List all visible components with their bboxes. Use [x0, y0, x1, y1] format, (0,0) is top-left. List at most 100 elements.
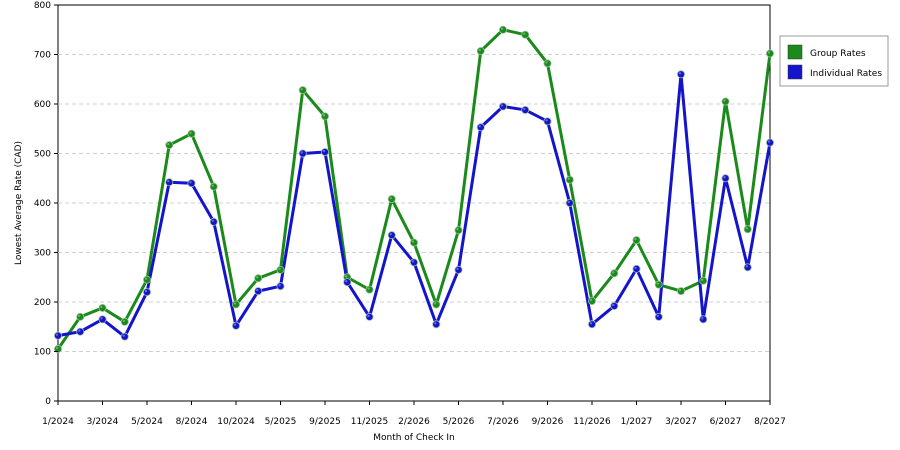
- x-tick-label: 3/2024: [87, 417, 119, 427]
- data-point-highlight: [100, 305, 103, 309]
- data-point-individual-rates: [298, 149, 307, 158]
- x-tick-label: 6/2027: [710, 417, 742, 427]
- data-point-highlight: [78, 329, 81, 332]
- data-point-group-rates: [409, 238, 418, 247]
- data-point-group-rates: [298, 86, 307, 95]
- legend-swatch-individual-rates: [787, 64, 803, 80]
- series-layer: [54, 25, 775, 354]
- data-point-individual-rates: [610, 301, 619, 310]
- data-point-individual-rates: [76, 327, 85, 336]
- data-point-group-rates: [98, 303, 107, 312]
- data-point-individual-rates: [743, 263, 752, 272]
- data-point-individual-rates: [654, 312, 663, 321]
- data-point-highlight: [478, 48, 481, 52]
- data-point-highlight: [300, 87, 303, 91]
- data-point-individual-rates: [54, 331, 63, 340]
- data-point-highlight: [545, 119, 548, 122]
- data-point-group-rates: [654, 280, 663, 289]
- data-point-highlight: [656, 282, 659, 285]
- data-point-individual-rates: [276, 282, 285, 291]
- y-tick-label: 100: [34, 348, 51, 358]
- data-point-group-rates: [209, 182, 218, 191]
- data-point-group-rates: [454, 226, 463, 235]
- data-point-individual-rates: [98, 315, 107, 324]
- data-point-highlight: [55, 346, 59, 350]
- data-point-individual-rates: [187, 179, 196, 188]
- x-tick-label: 2/2026: [398, 417, 430, 427]
- data-point-highlight: [233, 323, 237, 326]
- data-point-highlight: [678, 72, 682, 75]
- data-point-highlight: [456, 228, 459, 231]
- data-point-highlight: [100, 317, 103, 320]
- data-point-individual-rates: [543, 117, 552, 126]
- data-point-highlight: [144, 277, 148, 280]
- data-point-group-rates: [254, 274, 263, 283]
- data-point-individual-rates: [565, 198, 574, 207]
- data-point-individual-rates: [721, 174, 730, 183]
- data-point-highlight: [500, 104, 504, 107]
- y-axis-title: Lowest Average Rate (CAD): [14, 141, 24, 265]
- data-point-group-rates: [365, 285, 374, 294]
- data-point-highlight: [345, 275, 348, 278]
- legend-swatch-group-rates: [787, 44, 803, 60]
- data-point-group-rates: [677, 287, 686, 296]
- data-point-highlight: [278, 267, 281, 271]
- data-point-highlight: [211, 219, 214, 223]
- data-point-highlight: [144, 289, 148, 293]
- data-point-group-rates: [565, 175, 574, 184]
- data-point-highlight: [122, 319, 125, 322]
- y-tick-label: 600: [34, 100, 51, 110]
- data-point-individual-rates: [120, 332, 129, 341]
- data-point-group-rates: [165, 141, 174, 150]
- x-tick-label: 9/2026: [532, 417, 564, 427]
- data-point-individual-rates: [588, 320, 597, 329]
- x-tick-label: 11/2025: [351, 417, 388, 427]
- data-point-group-rates: [432, 300, 441, 309]
- y-tick-label: 0: [45, 397, 51, 407]
- data-point-individual-rates: [142, 288, 151, 297]
- data-point-highlight: [634, 266, 637, 270]
- data-point-highlight: [322, 149, 326, 153]
- data-point-highlight: [678, 288, 682, 292]
- data-point-individual-rates: [365, 312, 374, 321]
- data-point-highlight: [389, 232, 392, 236]
- data-point-group-rates: [142, 275, 151, 284]
- data-point-group-rates: [187, 129, 196, 138]
- data-point-highlight: [189, 131, 192, 134]
- y-tick-label: 800: [34, 1, 51, 11]
- data-point-individual-rates: [320, 148, 329, 157]
- data-point-group-rates: [76, 312, 85, 321]
- data-point-individual-rates: [521, 105, 530, 114]
- data-point-highlight: [656, 314, 659, 318]
- data-point-individual-rates: [454, 265, 463, 274]
- y-tick-label: 400: [34, 199, 51, 209]
- data-point-group-rates: [387, 195, 396, 204]
- data-point-highlight: [701, 278, 704, 281]
- data-point-highlight: [745, 265, 748, 268]
- data-point-individual-rates: [165, 178, 174, 187]
- data-point-highlight: [478, 125, 481, 128]
- data-point-group-rates: [276, 265, 285, 274]
- data-point-group-rates: [231, 300, 240, 309]
- x-tick-label: 3/2027: [665, 417, 697, 427]
- y-tick-label: 700: [34, 51, 51, 61]
- data-point-highlight: [78, 314, 81, 318]
- data-point-individual-rates: [632, 264, 641, 273]
- data-point-individual-rates: [476, 123, 485, 132]
- data-point-highlight: [211, 184, 214, 187]
- x-tick-label: 5/2025: [265, 417, 297, 427]
- data-point-group-rates: [320, 112, 329, 121]
- data-point-highlight: [389, 196, 392, 200]
- data-point-highlight: [723, 99, 726, 102]
- x-tick-label: 1/2024: [42, 417, 74, 427]
- data-point-group-rates: [721, 97, 730, 106]
- data-point-group-rates: [610, 269, 619, 278]
- data-point-highlight: [701, 317, 704, 320]
- data-point-group-rates: [120, 317, 129, 326]
- data-point-highlight: [567, 177, 570, 180]
- data-point-group-rates: [476, 47, 485, 56]
- x-tick-label: 7/2026: [487, 417, 519, 427]
- data-point-individual-rates: [209, 217, 218, 226]
- data-point-individual-rates: [498, 102, 507, 111]
